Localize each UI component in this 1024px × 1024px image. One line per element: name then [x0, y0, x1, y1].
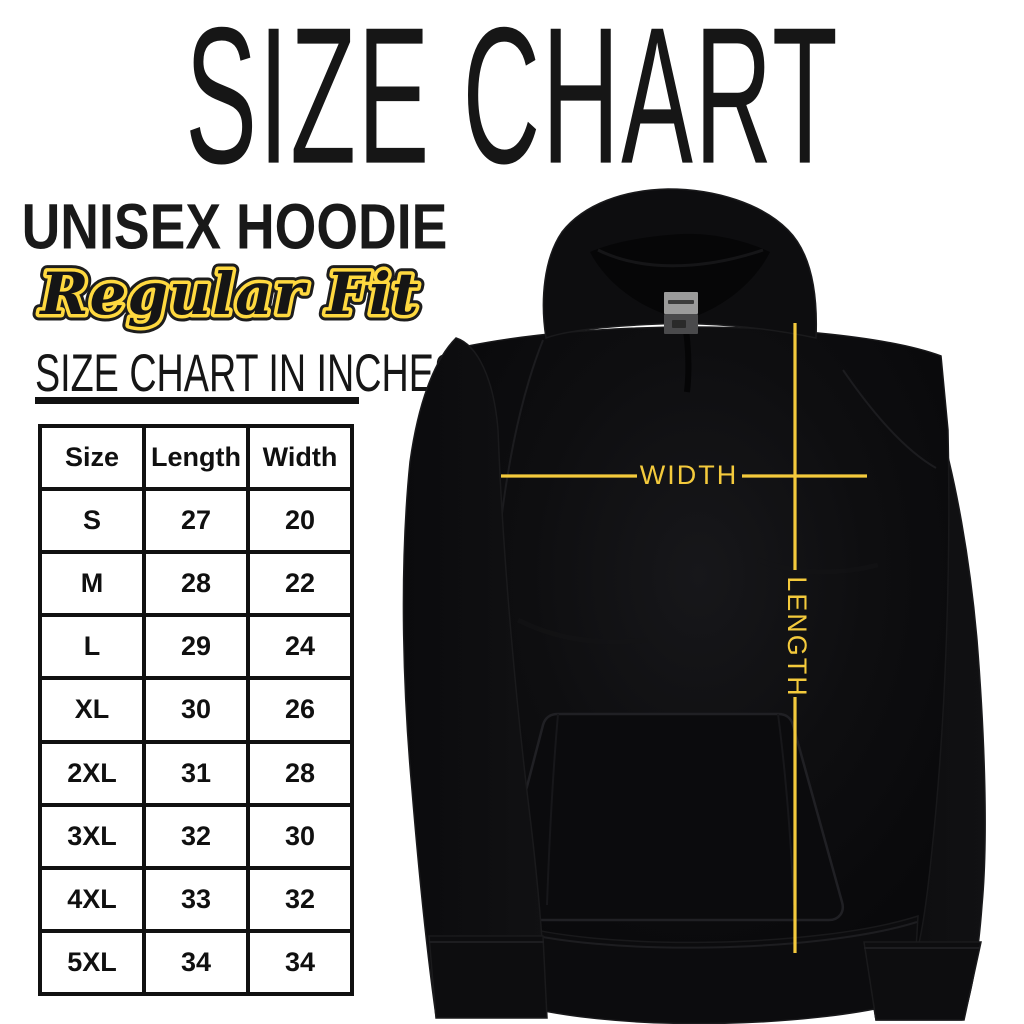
fit-style-heading: Regular Fit Regular Fit: [32, 254, 425, 335]
width-measure-label: WIDTH: [640, 460, 738, 490]
length-cell: 32: [142, 802, 250, 870]
table-header-row: Size Length Width: [38, 423, 354, 492]
hoodie-left-cuff: [428, 935, 548, 1019]
width-cell: 20: [246, 487, 354, 555]
size-cell: 4XL: [38, 865, 146, 933]
size-cell: M: [38, 550, 146, 618]
size-cell: S: [38, 487, 146, 555]
size-cell: 5XL: [38, 928, 146, 997]
hoodie-illustration: WIDTH LENGTH: [402, 188, 986, 1024]
table-row: 5XL 34 34: [38, 928, 354, 997]
table-row: S 27 20: [38, 487, 354, 555]
table-row: 3XL 32 30: [38, 802, 354, 870]
size-cell: L: [38, 613, 146, 681]
length-cell: 30: [142, 676, 250, 744]
heading-underline: [35, 397, 359, 404]
width-cell: 24: [246, 613, 354, 681]
col-header-size: Size: [38, 423, 146, 492]
fit-label-outer-outline: Regular Fit: [38, 260, 419, 328]
measurement-overlay: [501, 323, 867, 953]
size-cell: 3XL: [38, 802, 146, 870]
table-row: 4XL 33 32: [38, 865, 354, 933]
hoodie-right-cuff: [863, 941, 982, 1021]
brand-neck-label-icon: [664, 292, 698, 334]
length-cell: 28: [142, 550, 250, 618]
width-cell: 26: [246, 676, 354, 744]
hoodie-kangaroo-pocket: [495, 712, 844, 922]
product-name-text: UNISEX HOODIE: [21, 191, 448, 264]
page-title: SIZE CHART: [0, 0, 1024, 194]
table-row: 2XL 31 28: [38, 739, 354, 807]
col-header-length: Length: [142, 423, 250, 492]
length-cell: 34: [142, 928, 250, 997]
table-heading-text: SIZE CHART IN INCHES: [35, 343, 460, 403]
width-cell: 34: [246, 928, 354, 997]
col-header-width: Width: [246, 423, 354, 492]
table-row: M 28 22: [38, 550, 354, 618]
hoodie-hood: [542, 188, 818, 393]
hoodie-hem-band: [503, 914, 919, 1024]
length-measure-label: LENGTH: [782, 576, 812, 698]
length-cell: 27: [142, 487, 250, 555]
page-title-text: SIZE CHART: [184, 0, 840, 206]
fit-label: Regular Fit: [38, 260, 419, 328]
width-cell: 22: [246, 550, 354, 618]
width-cell: 30: [246, 802, 354, 870]
size-cell: XL: [38, 676, 146, 744]
width-cell: 28: [246, 739, 354, 807]
table-row: XL 30 26: [38, 676, 354, 744]
product-name-heading: UNISEX HOODIE: [8, 195, 448, 259]
size-chart-table: Size Length Width S 27 20 M 28 22 L 29 2…: [38, 423, 354, 997]
table-row: L 29 24: [38, 613, 354, 681]
length-cell: 29: [142, 613, 250, 681]
length-cell: 33: [142, 865, 250, 933]
length-cell: 31: [142, 739, 250, 807]
table-heading-block: SIZE CHART IN INCHES: [35, 346, 459, 404]
size-cell: 2XL: [38, 739, 146, 807]
width-cell: 32: [246, 865, 354, 933]
